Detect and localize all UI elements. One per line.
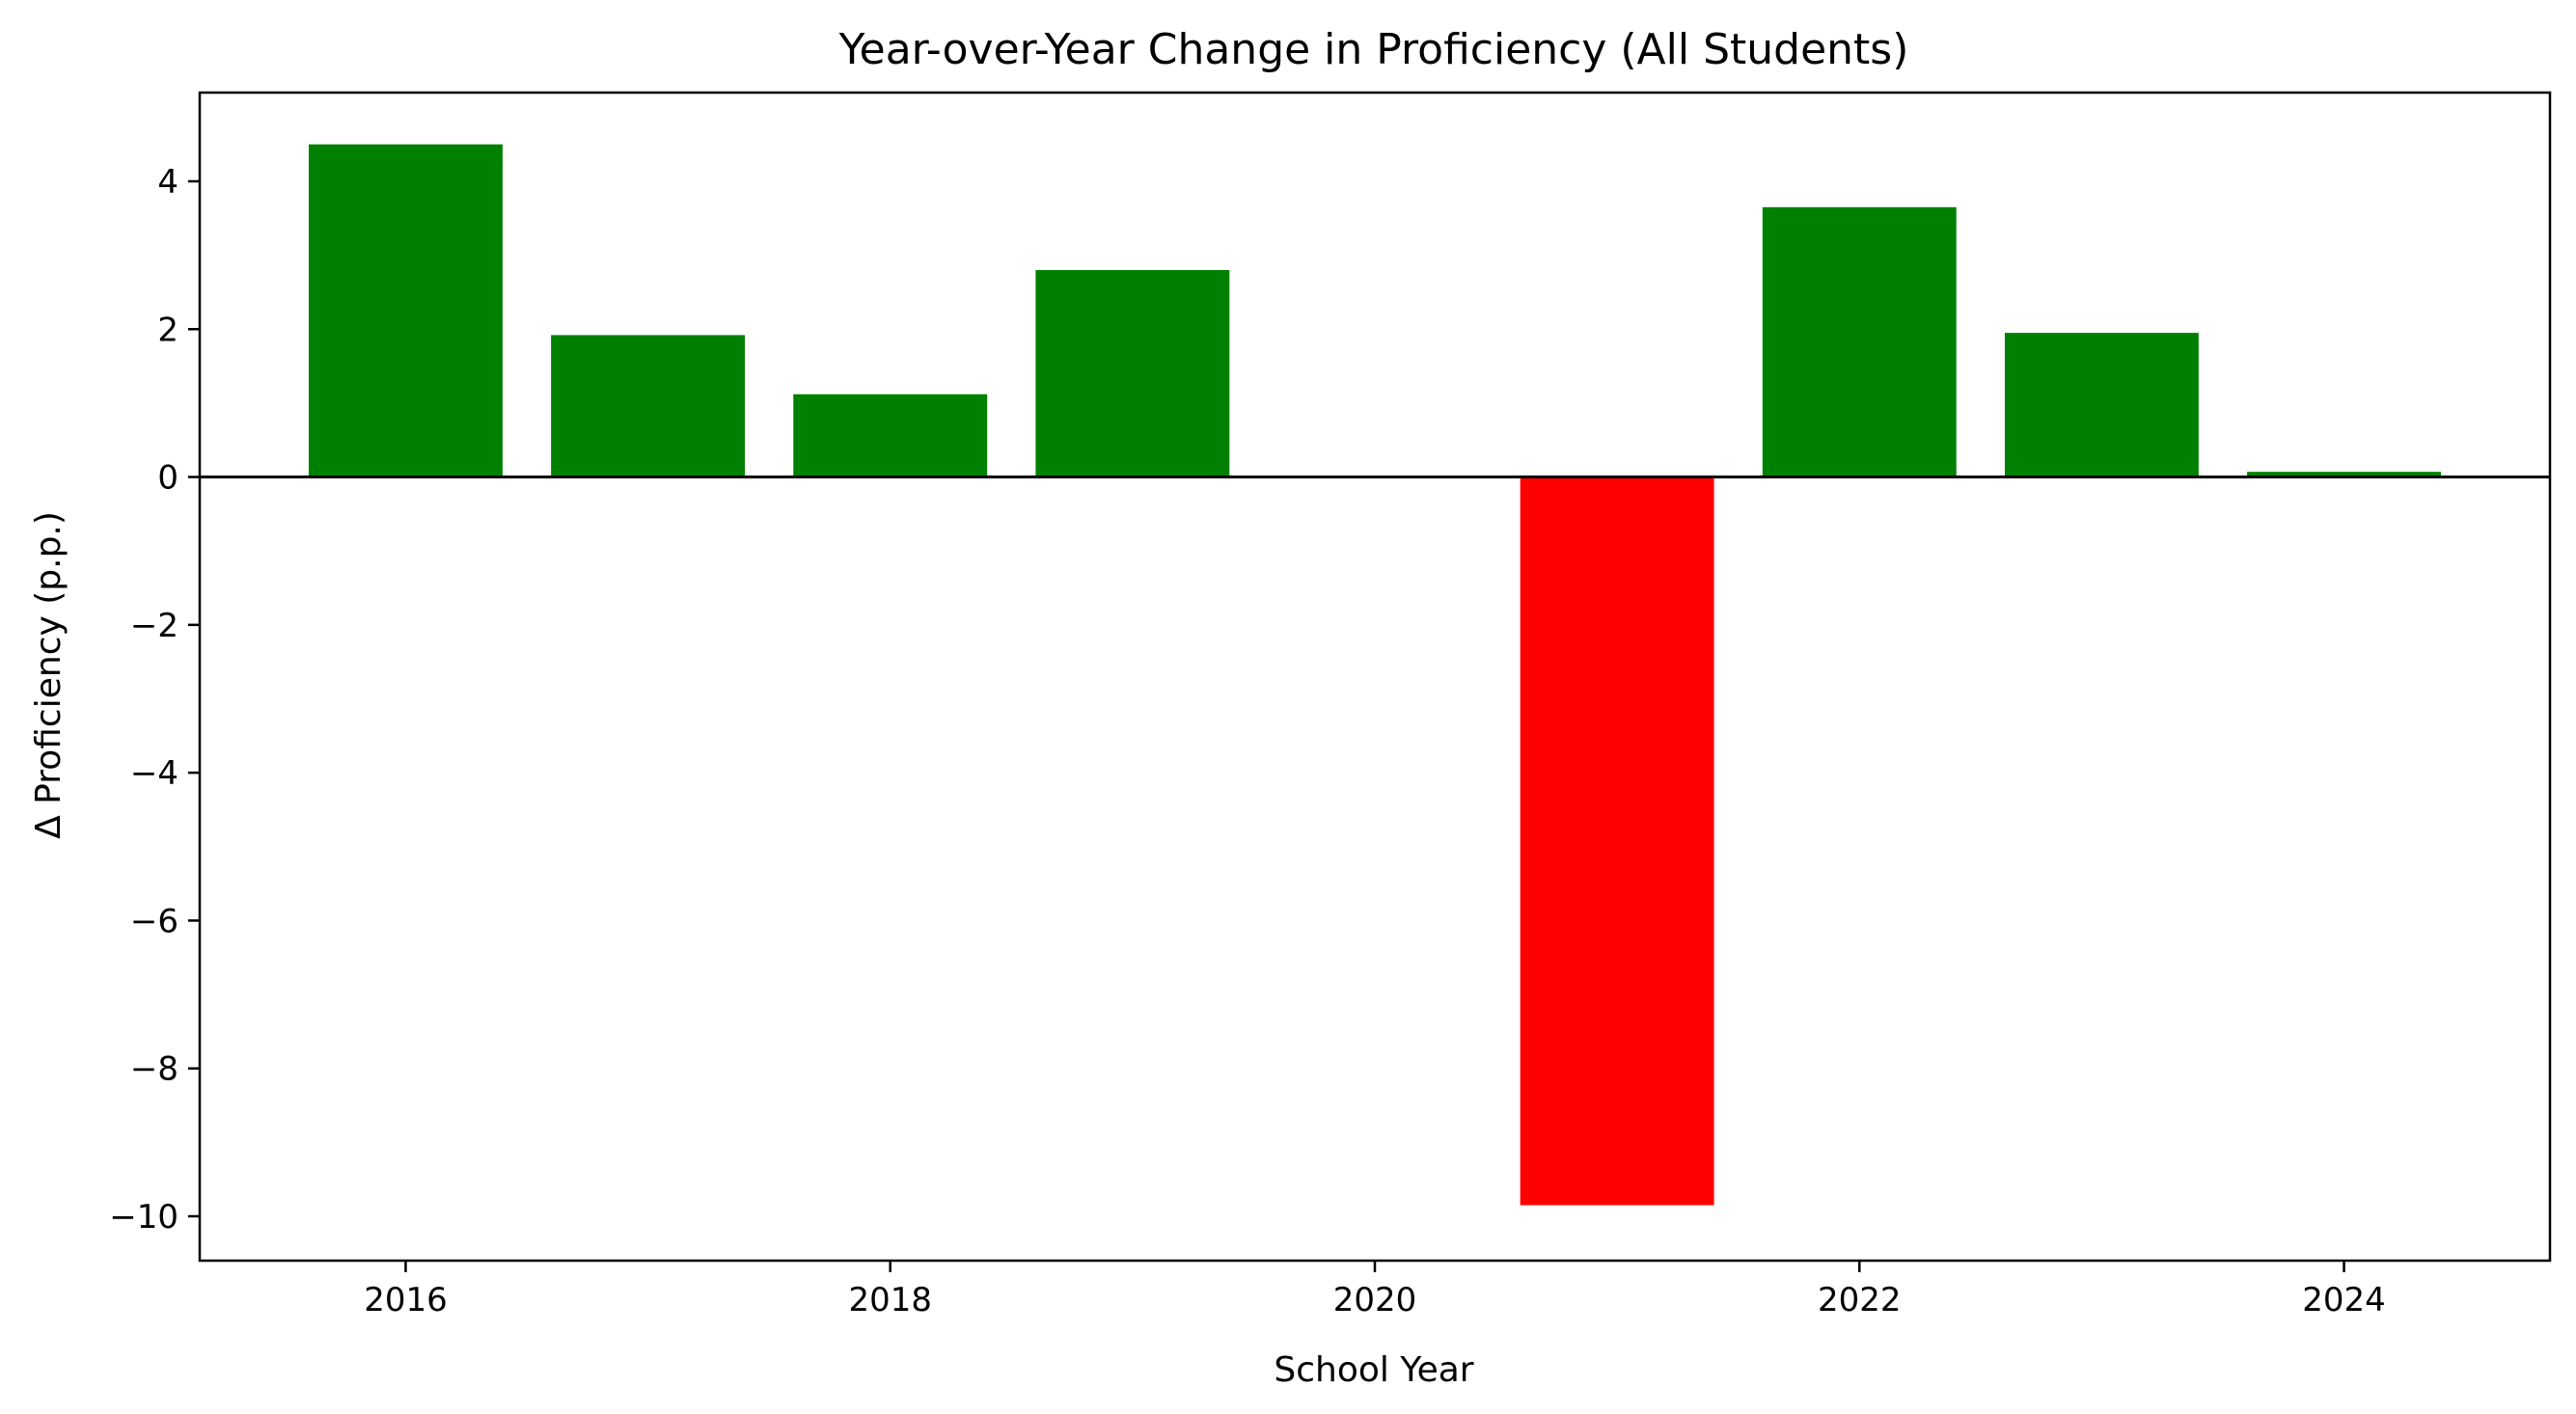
y-tick-label: −2 bbox=[130, 607, 178, 645]
y-tick-label: −4 bbox=[130, 754, 178, 793]
y-tick-label: 0 bbox=[157, 459, 178, 498]
y-tick-label: −6 bbox=[130, 902, 178, 940]
y-tick-label: −10 bbox=[109, 1198, 178, 1237]
y-tick-label: 4 bbox=[157, 163, 178, 202]
bars-group bbox=[309, 144, 2441, 1206]
y-tick-label: −8 bbox=[130, 1050, 178, 1089]
bar-2022 bbox=[1762, 206, 1957, 477]
y-axis-ticks: 4 2 0 −2 −4 −6 −8 −10 bbox=[109, 163, 200, 1237]
bar-2019 bbox=[1035, 269, 1230, 477]
x-axis-label: School Year bbox=[1274, 1350, 1473, 1390]
bar-2017 bbox=[551, 335, 746, 477]
bar-2023 bbox=[2004, 333, 2199, 477]
bar-2018 bbox=[793, 394, 988, 477]
y-tick-label: 2 bbox=[157, 311, 178, 349]
x-tick-label: 2016 bbox=[364, 1281, 448, 1319]
plot-area-frame bbox=[198, 91, 2552, 1263]
x-tick-label: 2024 bbox=[2302, 1281, 2386, 1319]
x-tick-label: 2018 bbox=[848, 1281, 932, 1319]
y-axis-label: Δ Proficiency (p.p.) bbox=[29, 511, 69, 839]
bar-2024 bbox=[2247, 472, 2441, 477]
chart-title: Year-over-Year Change in Proficiency (Al… bbox=[838, 25, 1909, 74]
x-tick-label: 2022 bbox=[1818, 1281, 1902, 1319]
x-axis-ticks: 2016 2018 2020 2022 2024 bbox=[364, 1261, 2386, 1319]
x-tick-label: 2020 bbox=[1333, 1281, 1417, 1319]
bar-2016 bbox=[309, 144, 503, 477]
bar-2021 bbox=[1520, 476, 1714, 1206]
